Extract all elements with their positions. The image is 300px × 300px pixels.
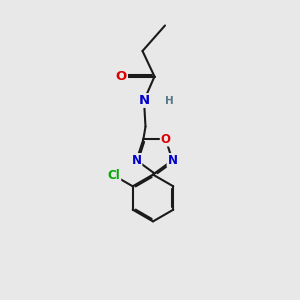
Text: H: H [165, 95, 174, 106]
Text: O: O [116, 70, 127, 83]
Text: N: N [131, 154, 142, 167]
Text: O: O [160, 133, 171, 146]
Text: N: N [138, 94, 150, 107]
Text: N: N [167, 154, 178, 167]
Text: Cl: Cl [108, 169, 120, 182]
